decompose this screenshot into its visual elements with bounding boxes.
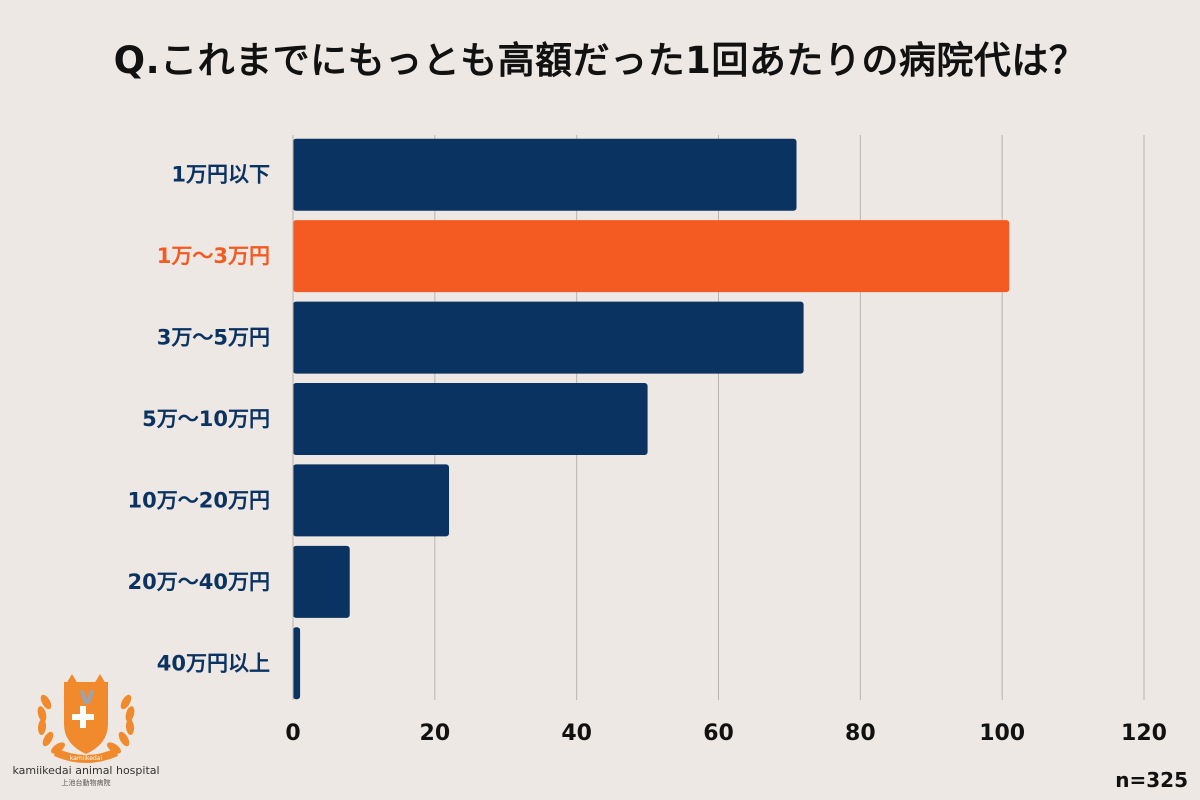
bar-7 xyxy=(293,627,301,700)
x-tick-label: 120 xyxy=(1121,721,1167,746)
bar-5 xyxy=(293,464,450,537)
hospital-crest-icon: kamiikedai xyxy=(37,674,135,763)
x-tick-label: 20 xyxy=(420,721,451,746)
x-tick-label: 0 xyxy=(285,721,300,746)
hospital-logo: kamiikedai kamiikedai animal hospital 上池… xyxy=(6,672,166,792)
category-label: 1万～3万円 xyxy=(157,244,270,268)
bar-6 xyxy=(293,545,350,618)
x-tick-label: 80 xyxy=(845,721,876,746)
bar-3 xyxy=(293,301,804,374)
svg-text:kamiikedai: kamiikedai xyxy=(70,755,103,762)
bar-4 xyxy=(293,383,648,455)
sample-size-label: n=325 xyxy=(1115,768,1188,792)
bar-2 xyxy=(293,220,1010,293)
category-label: 5万～10万円 xyxy=(142,407,270,431)
x-tick-label: 100 xyxy=(979,721,1025,746)
x-tick-label: 40 xyxy=(561,721,592,746)
logo-name: kamiikedai animal hospital xyxy=(12,764,160,777)
category-label: 20万～40万円 xyxy=(128,570,270,594)
category-label: 3万～5万円 xyxy=(157,326,270,350)
chart-title: Q.これまでにもっとも高額だった1回あたりの病院代は？ xyxy=(113,39,1087,82)
category-label: 40万円以上 xyxy=(157,651,270,675)
bar-1 xyxy=(293,138,797,211)
category-label: 1万円以下 xyxy=(171,163,270,187)
x-tick-label: 60 xyxy=(703,721,734,746)
logo-sub-name: 上池台動物病院 xyxy=(61,779,111,787)
category-label: 10万～20万円 xyxy=(128,488,270,512)
